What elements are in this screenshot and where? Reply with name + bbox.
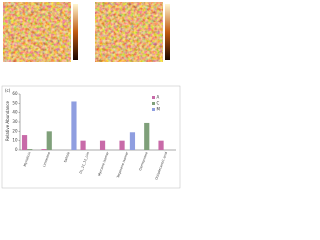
bar [46, 131, 52, 150]
bar [41, 149, 47, 150]
legend-label: C [157, 101, 160, 106]
chart-frame [1, 85, 181, 189]
bar [144, 122, 150, 150]
y-axis-label: Relative Abundance [5, 100, 10, 140]
x-tick-label: Limonene [42, 151, 51, 167]
x-tick-label: Myrcene isomer [97, 151, 110, 177]
afm-image-right [95, 2, 170, 62]
legend-swatch [152, 96, 155, 99]
legend-label: M [157, 107, 161, 112]
figure: (c) Relative Abundance 0 10 20 30 40 50 60 Myri… [1, 2, 181, 189]
bar [129, 132, 136, 150]
y-tick-label: 30 [12, 119, 18, 124]
x-tick-label: DL_11_12_Lim [79, 151, 91, 174]
bar [119, 140, 125, 150]
bar [71, 101, 77, 150]
x-tick-label: Safrole [63, 151, 71, 163]
y-tick-label: 0 [15, 147, 18, 152]
legend-swatch [152, 102, 155, 105]
x-tick-label: Octadecanoic acid [154, 151, 168, 180]
bar [21, 135, 28, 150]
legend-swatch [152, 108, 155, 111]
afm-image-left [3, 2, 78, 62]
bar [158, 140, 164, 150]
y-tick-label: 50 [12, 100, 18, 105]
afm-texture [3, 2, 71, 62]
bar [27, 149, 33, 150]
bar [80, 140, 86, 150]
x-tick-label: Terpinene isomer [116, 151, 130, 180]
panel-label: (c) [5, 88, 11, 93]
y-tick-label: 40 [12, 110, 18, 115]
x-tick-label: Myristicin [23, 151, 32, 167]
x-tick-label: Germacrene [138, 151, 149, 171]
bar [99, 140, 106, 150]
afm-texture [95, 2, 163, 62]
y-tick-label: 60 [12, 91, 18, 96]
y-tick-label: 10 [12, 138, 18, 143]
legend-label: A [157, 95, 160, 100]
colorbar [165, 4, 170, 60]
colorbar [73, 4, 78, 60]
y-tick-label: 20 [12, 128, 18, 133]
